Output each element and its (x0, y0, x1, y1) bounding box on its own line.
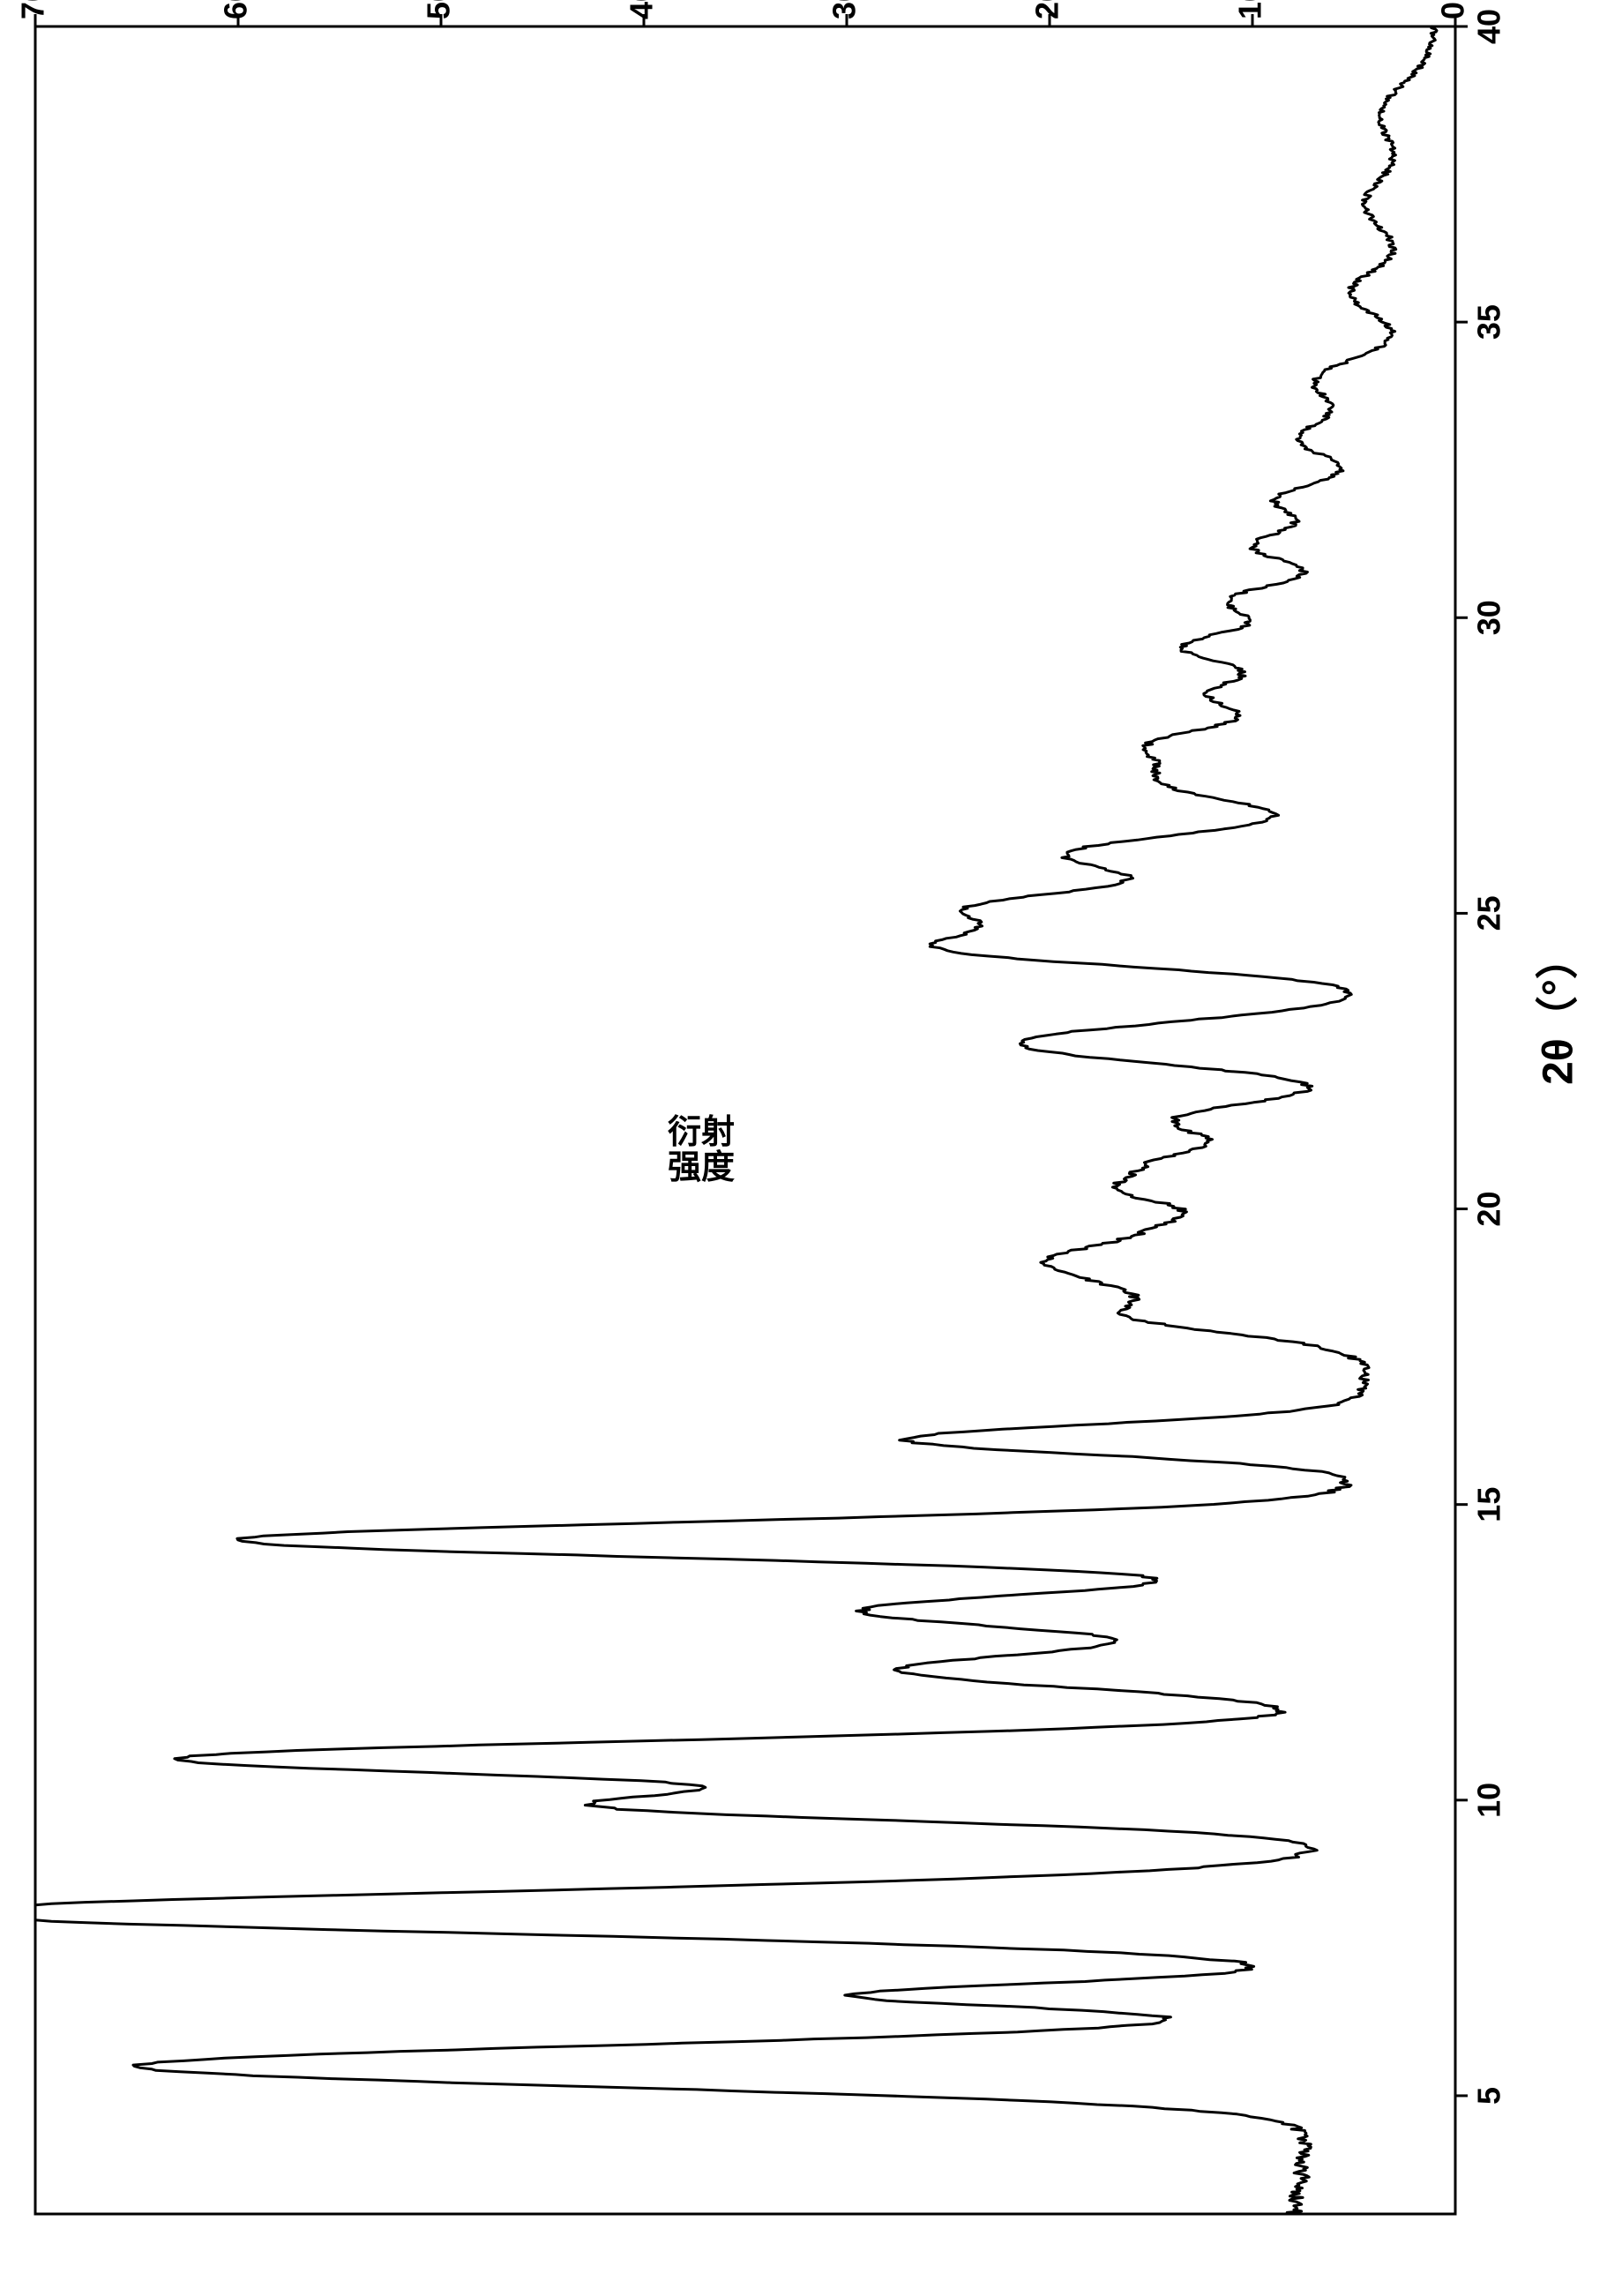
x-tick-label: 25 (1470, 895, 1506, 931)
x-tick-label: 35 (1470, 304, 1506, 340)
y-tick-label: 1000 (1232, 0, 1268, 19)
x-tick-label: 20 (1470, 1192, 1506, 1227)
y-tick-label: 2000 (1029, 0, 1065, 19)
y-axis-label: 衍射强度 (668, 1114, 735, 1186)
xrd-diffraction-chart: 5 10 15 20 25 30 35 40 0 1000 2000 3000 4000 5000 600… (0, 0, 1622, 2296)
x-tick-label: 5 (1470, 2087, 1506, 2105)
y-tick-label: 5000 (421, 0, 457, 19)
y-axis-ticks: 0 1000 2000 3000 4000 5000 6000 7000 (15, 0, 1471, 26)
y-tick-label: 7000 (15, 0, 51, 19)
y-tick-label: 3000 (826, 0, 863, 19)
x-axis-ticks: 5 10 15 20 25 30 35 40 (1455, 9, 1506, 2105)
y-tick-label: 0 (1435, 2, 1471, 19)
x-tick-label: 40 (1470, 9, 1506, 44)
y-tick-label: 4000 (624, 0, 660, 19)
diffraction-line (35, 26, 1437, 2214)
x-tick-label: 10 (1470, 1783, 1506, 1818)
x-axis-label: 2θ（°） (1536, 937, 1582, 1085)
x-tick-label: 15 (1470, 1487, 1506, 1522)
x-tick-label: 30 (1470, 600, 1506, 635)
y-tick-label: 6000 (218, 0, 254, 19)
